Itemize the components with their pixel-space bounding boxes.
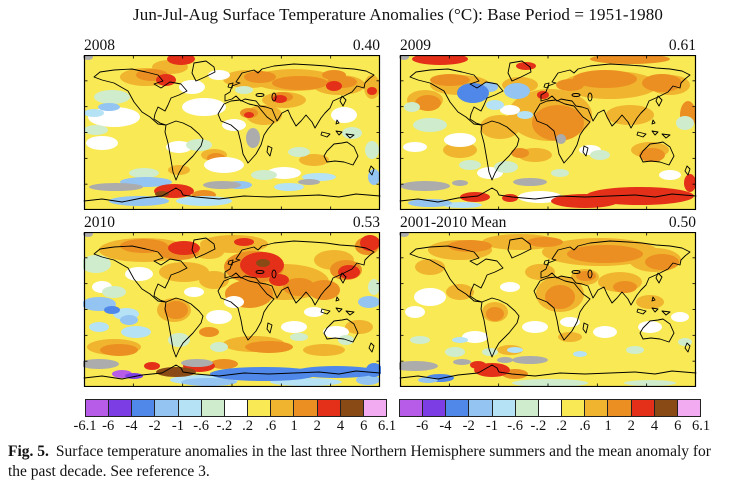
colorbar-tick-labels: -6 -4 -2 -1 -.6 -.2 .2 .6 1 2 4 6 6.1 xyxy=(399,417,710,435)
anomaly-field xyxy=(399,232,692,387)
colorbar-segment xyxy=(340,400,364,416)
colorbar-segment xyxy=(585,400,609,416)
colorbar-tick: .2 xyxy=(242,418,254,434)
colorbar-segment xyxy=(423,400,447,416)
colorbar-tick: .6 xyxy=(265,418,277,434)
colorbar-tick-labels: -6.1 -6 -4 -2 -1 -.6 -.2 .2 .6 1 2 4 6 6.1 xyxy=(74,417,397,435)
figure-caption-text: Surface temperature anomalies in the las… xyxy=(8,443,711,481)
panel-mean-value: 0.53 xyxy=(352,214,380,231)
colorbar-tick: -.6 xyxy=(193,418,209,434)
colorbar-tick: 4 xyxy=(650,418,659,434)
colorbar-tick: 1 xyxy=(290,418,298,434)
anomaly-field xyxy=(399,55,696,208)
colorbar-tick: -6 xyxy=(416,418,429,434)
colorbar-tick: 2 xyxy=(627,418,635,434)
panel-mean-value: 0.50 xyxy=(668,214,696,231)
colorbar-tick: -.2 xyxy=(530,418,547,434)
colorbar-tick: .6 xyxy=(579,418,591,434)
colorbar-segments xyxy=(399,399,701,417)
colorbar-segment xyxy=(317,400,341,416)
anomaly-field xyxy=(83,55,380,206)
colorbar-tick: 2 xyxy=(313,418,321,434)
colorbar-segments xyxy=(85,399,387,417)
panel-header: 2001-2010 Mean 0.50 xyxy=(399,213,697,232)
colorbar-segment xyxy=(446,400,470,416)
figure-caption: Fig. 5. Surface temperature anomalies in … xyxy=(8,442,730,483)
anomaly-field xyxy=(83,232,381,386)
colorbar-segment xyxy=(178,400,202,416)
colorbar-tick: -4 xyxy=(125,418,138,434)
colorbar-segment xyxy=(132,400,156,416)
colorbar-right: -6 -4 -2 -1 -.6 -.2 .2 .6 1 2 4 6 6.1 xyxy=(399,399,710,435)
colorbar-tick: .2 xyxy=(556,418,568,434)
colorbar-segment xyxy=(654,400,678,416)
figure-caption-label: Fig. 5. xyxy=(8,443,49,460)
colorbar-tick: -4 xyxy=(439,418,452,434)
panel-year-label: 2001-2010 Mean xyxy=(400,214,507,231)
colorbar-tick: -6.1 xyxy=(73,418,97,434)
colorbar-segment xyxy=(109,400,133,416)
figure-title: Jun-Jul-Aug Surface Temperature Anomalie… xyxy=(133,5,663,24)
colorbar-tick: 6.1 xyxy=(691,418,711,434)
map-frame xyxy=(399,55,697,210)
colorbar-tick: 6 xyxy=(360,418,368,434)
colorbar-tick: 6.1 xyxy=(377,418,397,434)
world-anomaly-map xyxy=(83,55,381,210)
panel-year-label: 2009 xyxy=(400,37,431,54)
world-anomaly-map xyxy=(399,232,697,387)
colorbar-tick: -.6 xyxy=(507,418,523,434)
colorbar-tick: -.2 xyxy=(216,418,233,434)
colorbar-segment xyxy=(562,400,586,416)
colorbar-segment xyxy=(538,400,563,416)
colorbar-tick: 6 xyxy=(674,418,682,434)
map-frame xyxy=(83,232,381,387)
map-panel-2001-2010-mean: 2001-2010 Mean 0.50 xyxy=(399,213,697,387)
panel-header: 2010 0.53 xyxy=(83,213,381,232)
panel-year-label: 2010 xyxy=(84,214,115,231)
colorbar-tick: -6 xyxy=(102,418,115,434)
colorbar-tick: -1 xyxy=(485,418,498,434)
map-panel-2010: 2010 0.53 xyxy=(83,213,381,387)
colorbar-segment xyxy=(469,400,493,416)
colorbar-segment xyxy=(631,400,655,416)
colorbar-segment xyxy=(86,400,110,416)
colorbar-segment xyxy=(608,400,632,416)
panel-mean-value: 0.40 xyxy=(352,37,380,54)
colorbar-segment xyxy=(248,400,272,416)
map-frame xyxy=(399,232,697,387)
colorbar-segment xyxy=(155,400,179,416)
colorbar-tick: -1 xyxy=(171,418,184,434)
world-anomaly-map xyxy=(83,232,381,387)
panel-header: 2009 0.61 xyxy=(399,36,697,55)
colorbar-segment xyxy=(294,400,318,416)
map-frame xyxy=(83,55,381,210)
colorbar-tick: -2 xyxy=(148,418,161,434)
panel-mean-value: 0.61 xyxy=(668,37,696,54)
panel-header: 2008 0.40 xyxy=(83,36,381,55)
colorbar-segment xyxy=(363,400,387,416)
colorbar-segment xyxy=(400,400,424,416)
colorbar-segment xyxy=(271,400,295,416)
world-anomaly-map xyxy=(399,55,697,210)
panel-year-label: 2008 xyxy=(84,37,115,54)
colorbar-segment xyxy=(515,400,539,416)
colorbar-segment xyxy=(677,400,701,416)
colorbar-tick: 1 xyxy=(604,418,612,434)
colorbar-tick: 4 xyxy=(336,418,345,434)
colorbar-segment xyxy=(201,400,225,416)
colorbar-left: -6.1 -6 -4 -2 -1 -.6 -.2 .2 .6 1 2 4 6 6.1 xyxy=(74,399,397,435)
colorbar-tick: -2 xyxy=(462,418,475,434)
colorbar-segment xyxy=(492,400,516,416)
colorbar-segment xyxy=(224,400,249,416)
map-panel-2008: 2008 0.40 xyxy=(83,36,381,210)
map-panel-2009: 2009 0.61 xyxy=(399,36,697,210)
